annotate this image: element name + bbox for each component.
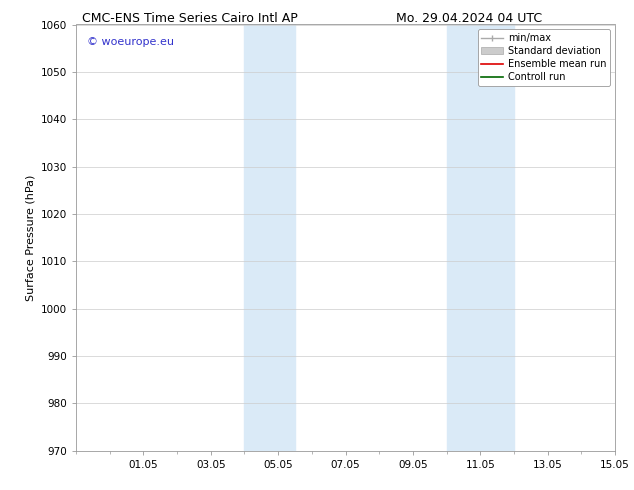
- Text: © woeurope.eu: © woeurope.eu: [87, 37, 174, 48]
- Bar: [245, 24, 295, 451]
- Y-axis label: Surface Pressure (hPa): Surface Pressure (hPa): [25, 174, 36, 301]
- Text: CMC-ENS Time Series Cairo Intl AP: CMC-ENS Time Series Cairo Intl AP: [82, 12, 298, 25]
- Text: Mo. 29.04.2024 04 UTC: Mo. 29.04.2024 04 UTC: [396, 12, 542, 25]
- Legend: min/max, Standard deviation, Ensemble mean run, Controll run: min/max, Standard deviation, Ensemble me…: [477, 29, 610, 86]
- Bar: [446, 24, 514, 451]
